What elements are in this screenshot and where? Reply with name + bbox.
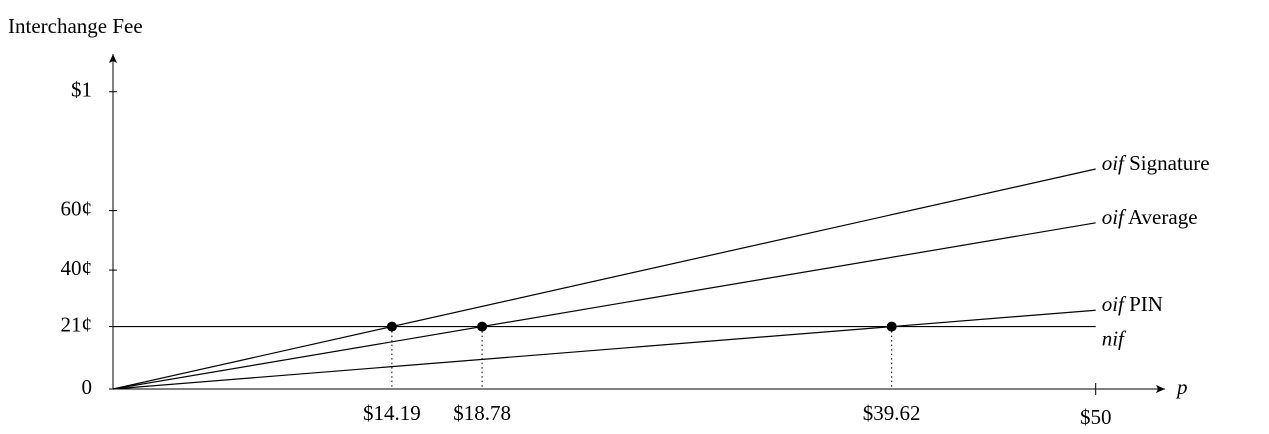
series-label: nif <box>1102 326 1127 350</box>
y-tick-label: 21¢ <box>61 312 93 336</box>
y-axis-label: Interchange Fee <box>8 14 143 38</box>
x-arrow <box>1156 385 1165 393</box>
y-tick-label: 0 <box>82 375 93 399</box>
series-line <box>112 309 1096 390</box>
series-line <box>112 168 1096 390</box>
intersection-point <box>477 321 488 332</box>
series-label: oif Signature <box>1102 151 1210 175</box>
series-label: oif PIN <box>1102 292 1163 316</box>
y-tick-label: 40¢ <box>61 256 93 280</box>
point-label: $14.19 <box>363 401 421 425</box>
point-label: $18.78 <box>453 401 511 425</box>
x-tick-label: $50 <box>1080 405 1112 429</box>
intersection-point <box>886 321 897 332</box>
series-line <box>112 222 1096 390</box>
point-label: $39.62 <box>863 401 921 425</box>
y-tick-label: $1 <box>71 78 92 102</box>
series-label: oif Average <box>1102 205 1198 229</box>
y-arrow <box>109 54 117 63</box>
x-axis-label: p <box>1175 375 1188 399</box>
intersection-point <box>386 321 397 332</box>
y-tick-label: 60¢ <box>61 196 93 220</box>
